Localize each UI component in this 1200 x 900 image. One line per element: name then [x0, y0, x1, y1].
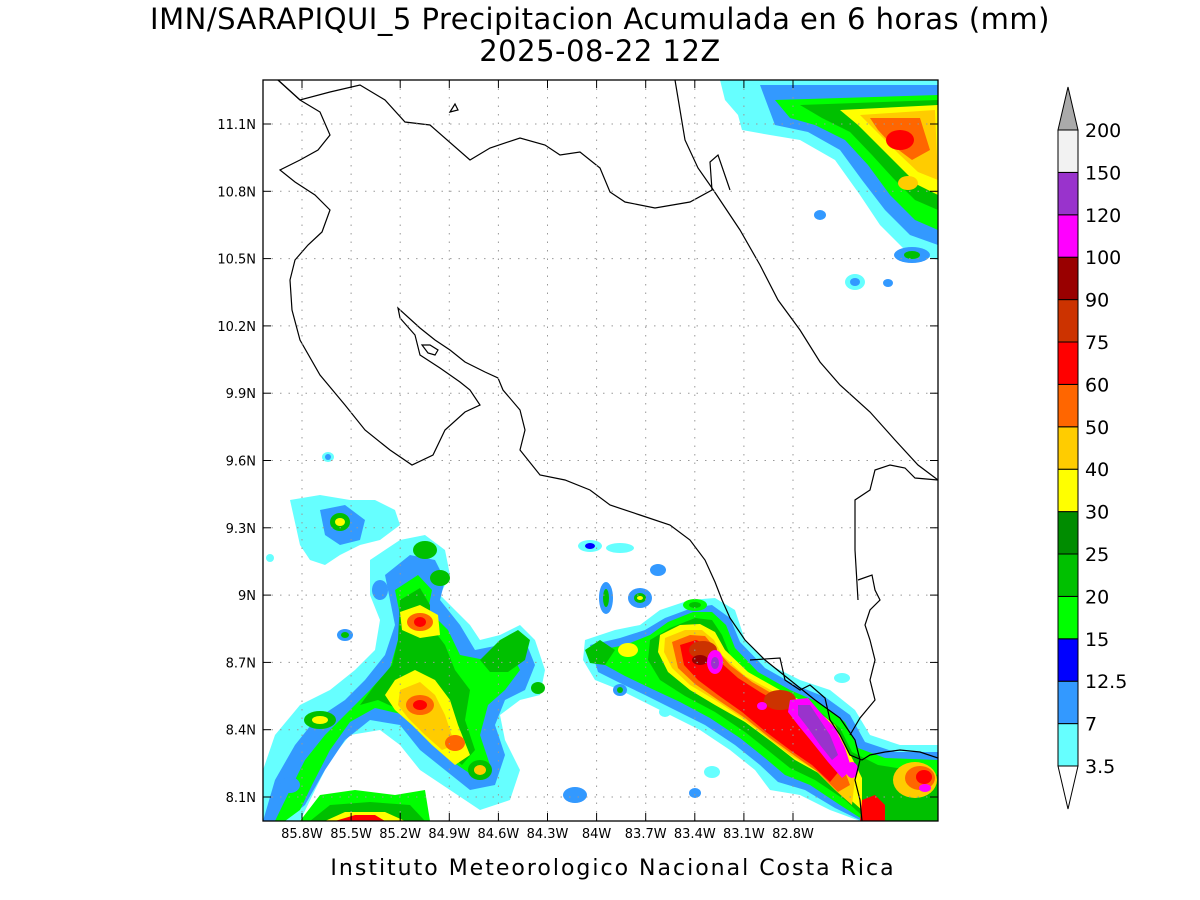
lat-tick-label: 10.8N	[217, 185, 256, 200]
lat-tick-label: 9.9N	[226, 387, 256, 402]
lat-tick-label: 10.2N	[217, 320, 256, 335]
colorbar-swatch	[1057, 426, 1079, 470]
lat-tick-label: 11.1N	[217, 118, 256, 133]
colorbar-swatch	[1057, 511, 1079, 555]
colorbar-label: 100	[1085, 247, 1121, 269]
chart-subtitle-date: 2025-08-22 12Z	[479, 34, 721, 68]
map-gridlines	[263, 80, 938, 821]
precip-cluster-northeast	[720, 80, 938, 290]
colorbar-legend: 3.5 7 12.5 15 20 25 30 40 50 60 75 90 100 120 150 200	[1057, 86, 1127, 810]
colorbar-label: 15	[1085, 629, 1109, 651]
colorbar-label: 150	[1085, 162, 1121, 184]
colorbar-swatch	[1057, 256, 1079, 301]
colorbar-label: 75	[1085, 332, 1109, 354]
lat-tick-label: 8.4N	[226, 724, 256, 739]
colorbar-label: 3.5	[1085, 756, 1115, 778]
precip-cluster-southeast	[563, 540, 938, 821]
colorbar-label: 40	[1085, 459, 1109, 481]
chart-title: IMN/SARAPIQUI_5 Precipitacion Acumulada …	[150, 2, 1050, 36]
colorbar-swatch	[1057, 723, 1079, 767]
lon-tick-label: 85.2W	[379, 827, 421, 842]
lon-tick-label: 82.8W	[772, 827, 814, 842]
colorbar-label: 60	[1085, 374, 1109, 396]
precipitation-field	[263, 80, 938, 821]
lat-tick-label: 8.7N	[226, 656, 256, 671]
lon-tick-label: 84.6W	[477, 827, 519, 842]
colorbar-swatch	[1057, 553, 1079, 597]
lon-tick-label: 83.1W	[723, 827, 765, 842]
colorbar-swatch	[1057, 129, 1079, 173]
lon-tick-label: 84W	[582, 827, 612, 842]
colorbar-swatch	[1057, 680, 1079, 725]
colorbar-arrow-high	[1057, 86, 1079, 131]
lon-tick-label: 85.5W	[330, 827, 372, 842]
colorbar-swatch	[1057, 341, 1079, 385]
colorbar-swatch	[1057, 383, 1079, 428]
colorbar-arrow-low	[1057, 765, 1079, 810]
colorbar-swatch	[1057, 299, 1079, 343]
colorbar-swatch	[1057, 214, 1079, 258]
lon-tick-label: 83.4W	[674, 827, 716, 842]
map-frame	[262, 79, 939, 822]
colorbar-swatch	[1057, 595, 1079, 640]
colorbar-label: 25	[1085, 544, 1109, 566]
longitude-axis: 85.8W 85.5W 85.2W 84.9W 84.6W 84.3W 84W 83.7W 83…	[281, 80, 814, 842]
colorbar-label: 200	[1085, 120, 1121, 142]
lon-tick-label: 84.9W	[428, 827, 470, 842]
precip-cluster-southwest	[263, 452, 545, 821]
lon-tick-label: 85.8W	[281, 827, 323, 842]
colorbar-label: 90	[1085, 290, 1109, 312]
lat-tick-label: 9N	[238, 589, 256, 604]
colorbar-swatch	[1057, 468, 1079, 513]
latitude-axis: 11.1N 10.8N 10.5N 10.2N 9.9N 9.6N 9.3N 9N 8.7N 8.…	[217, 118, 938, 806]
colorbar-label: 12.5	[1085, 671, 1127, 693]
colorbar-label: 20	[1085, 586, 1109, 608]
colorbar-swatch	[1057, 638, 1079, 682]
colorbar-label: 30	[1085, 502, 1109, 524]
lon-tick-label: 83.7W	[625, 827, 667, 842]
lat-tick-label: 10.5N	[217, 253, 256, 268]
lon-tick-label: 84.3W	[527, 827, 569, 842]
colorbar-label: 120	[1085, 205, 1121, 227]
colorbar-swatch	[1057, 171, 1079, 216]
lat-tick-label: 9.3N	[226, 522, 256, 537]
colorbar-label: 50	[1085, 417, 1109, 439]
lat-tick-label: 9.6N	[226, 455, 256, 470]
footer-credit: Instituto Meteorologico Nacional Costa R…	[330, 856, 896, 881]
lat-tick-label: 8.1N	[226, 791, 256, 806]
coastlines-and-borders	[277, 80, 938, 821]
colorbar-label: 7	[1085, 714, 1097, 736]
